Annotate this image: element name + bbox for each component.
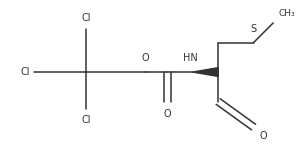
Text: HN: HN: [183, 53, 198, 63]
Text: S: S: [250, 24, 257, 34]
Text: O: O: [260, 131, 267, 141]
Text: CH₃: CH₃: [278, 9, 295, 18]
Text: Cl: Cl: [21, 67, 31, 77]
Text: O: O: [142, 53, 149, 63]
Text: Cl: Cl: [82, 13, 91, 23]
Text: O: O: [163, 109, 171, 119]
Polygon shape: [193, 68, 218, 76]
Text: Cl: Cl: [82, 115, 91, 125]
